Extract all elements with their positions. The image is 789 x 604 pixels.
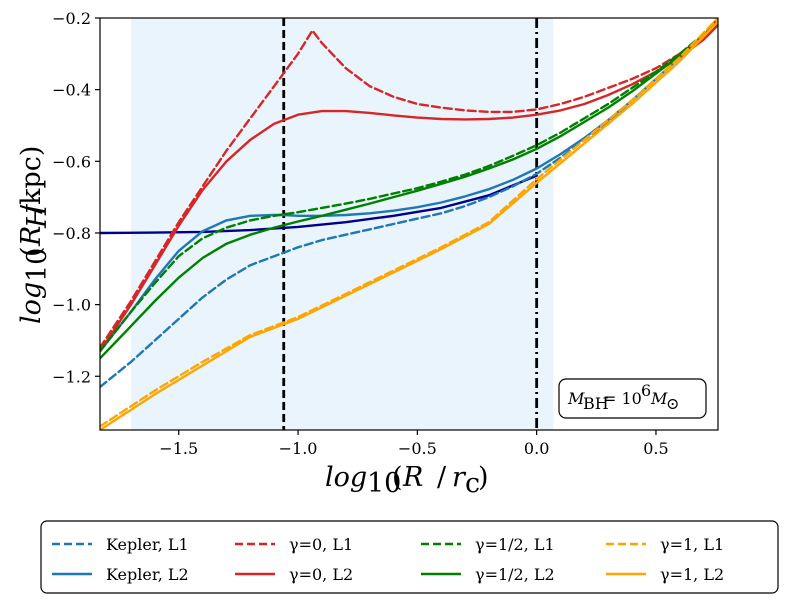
series--1-2-l1 (100, 20, 718, 353)
legend-label: Kepler, L1 (106, 535, 189, 554)
legend-label: γ=1, L2 (660, 565, 724, 584)
svg-text:M: M (567, 389, 585, 408)
series--0-l2 (100, 24, 718, 353)
svg-text:): ) (478, 462, 489, 493)
svg-text:= 10: = 10 (603, 389, 642, 408)
svg-text:⊙: ⊙ (666, 394, 679, 413)
y-tick-label: −0.2 (52, 9, 91, 28)
y-tick-label: −0.6 (52, 152, 91, 171)
svg-text:BH: BH (583, 394, 609, 413)
svg-text:10: 10 (367, 468, 401, 499)
series-kepler-reference (100, 174, 538, 235)
svg-text:H: H (22, 204, 53, 229)
x-axis-title: log 10 ( R / r c ) (325, 462, 489, 499)
x-tick-label: −1.5 (159, 439, 198, 458)
annotation-box: M BH = 10 6 M ⊙ (558, 378, 707, 419)
svg-text:R: R (16, 226, 47, 247)
legend-label: γ=1/2, L2 (475, 565, 555, 584)
svg-text:c: c (465, 468, 480, 499)
series--1-l1 (100, 18, 718, 428)
svg-text:r: r (452, 462, 467, 493)
legend-label: γ=1/2, L1 (475, 535, 555, 554)
series--0-l1 (100, 18, 718, 349)
y-tick-label: −1.0 (52, 296, 91, 315)
y-tick-label: −0.8 (52, 224, 91, 243)
x-tick-label: −0.5 (398, 439, 437, 458)
legend-label: γ=0, L2 (289, 565, 353, 584)
svg-text:/: / (437, 462, 447, 493)
series--1-l2 (100, 20, 718, 430)
x-tick-label: 0.0 (524, 439, 549, 458)
x-tick-label: −1.0 (279, 439, 318, 458)
svg-text:log: log (325, 462, 367, 493)
legend: Kepler, L1 γ=0, L1 γ=1/2, L1 γ=1, L1 Kepler,… (40, 520, 779, 594)
svg-text:(: ( (16, 246, 47, 257)
svg-text:(: ( (392, 462, 403, 493)
svg-text:10: 10 (22, 248, 53, 282)
y-tick-label: −1.2 (52, 367, 91, 386)
x-tick-label: 0.5 (643, 439, 668, 458)
svg-text:/kpc): /kpc) (16, 146, 47, 214)
y-tick-label: −0.4 (52, 81, 91, 100)
svg-text:6: 6 (641, 381, 651, 400)
plot-frame (99, 17, 719, 431)
legend-label: γ=0, L1 (289, 535, 353, 554)
series--1-2-l2 (100, 22, 718, 360)
legend-label: γ=1, L1 (660, 535, 724, 554)
svg-text:M: M (650, 389, 668, 408)
legend-label: Kepler, L2 (106, 565, 189, 584)
svg-text:R: R (402, 462, 423, 493)
y-axis-title: log 10 ( R H /kpc) (16, 146, 53, 324)
svg-text:log: log (16, 282, 47, 324)
